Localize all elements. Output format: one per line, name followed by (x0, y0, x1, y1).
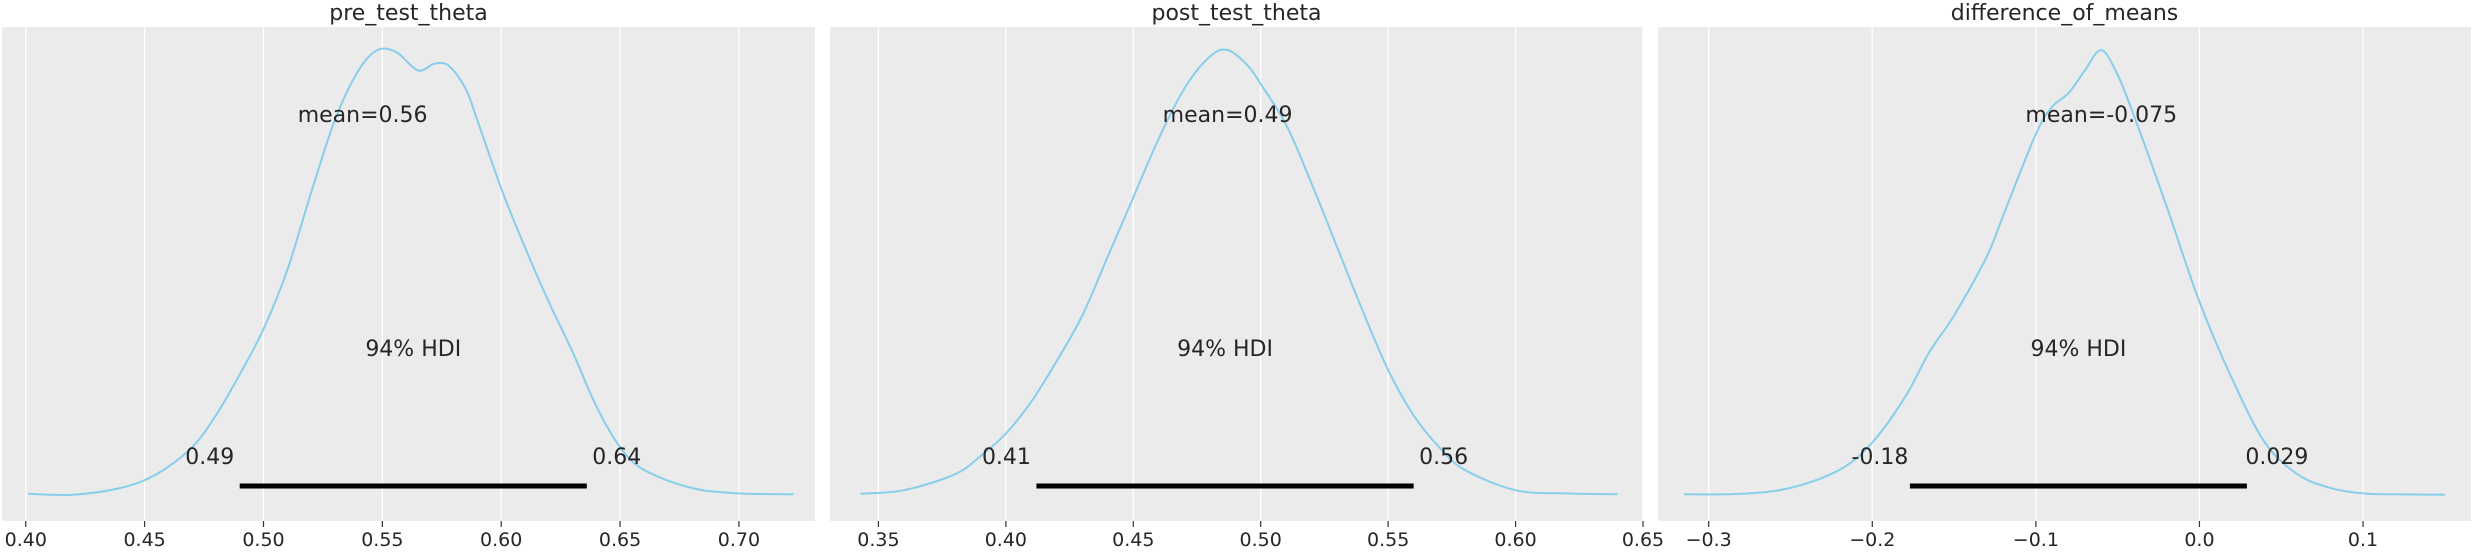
x-tick-label: 0.40 (5, 529, 47, 551)
hdi-low-label: -0.18 (1851, 445, 1908, 470)
hdi-label: 94% HDI (2030, 337, 2126, 362)
x-tick-label: 0.70 (718, 529, 760, 551)
hdi-high-label: 0.56 (1419, 445, 1468, 470)
x-tick-label: 0.60 (480, 529, 522, 551)
hdi-low-label: 0.41 (982, 445, 1031, 470)
x-tick-label: 0.35 (857, 529, 899, 551)
plot-background (2, 27, 815, 521)
x-tick-label: 0.50 (1240, 529, 1282, 551)
mean-label: mean=0.49 (1163, 103, 1293, 128)
plot-background (830, 27, 1643, 521)
hdi-high-label: 0.029 (2245, 445, 2308, 470)
hdi-high-label: 0.64 (592, 445, 641, 470)
x-tick-label: 0.45 (123, 529, 165, 551)
hdi-label: 94% HDI (1177, 337, 1273, 362)
x-tick-label: 0.65 (599, 529, 641, 551)
x-tick-label: −0.1 (2013, 529, 2059, 551)
x-tick-label: −0.3 (1686, 529, 1732, 551)
hdi-low-label: 0.49 (185, 445, 234, 470)
panel-title: post_test_theta (1152, 1, 1322, 26)
x-tick-label: 0.0 (2184, 529, 2214, 551)
mean-label: mean=-0.075 (2025, 103, 2177, 128)
plot-background (1658, 27, 2471, 521)
hdi-label: 94% HDI (365, 337, 461, 362)
x-tick-label: 0.65 (1622, 529, 1664, 551)
x-tick-label: 0.1 (2348, 529, 2378, 551)
mean-label: mean=0.56 (298, 103, 428, 128)
density-curve (28, 47, 794, 497)
x-tick-label: 0.45 (1112, 529, 1154, 551)
x-tick-label: 0.50 (242, 529, 284, 551)
x-tick-label: −0.2 (1849, 529, 1895, 551)
x-tick-label: 0.60 (1494, 529, 1536, 551)
panel-title: pre_test_theta (329, 1, 488, 26)
x-tick-label: 0.55 (361, 529, 403, 551)
x-tick-label: 0.55 (1367, 529, 1409, 551)
density-curve (1684, 49, 2445, 496)
density-curve (860, 48, 1618, 496)
panel-title: difference_of_means (1951, 1, 2179, 26)
x-tick-label: 0.40 (985, 529, 1027, 551)
